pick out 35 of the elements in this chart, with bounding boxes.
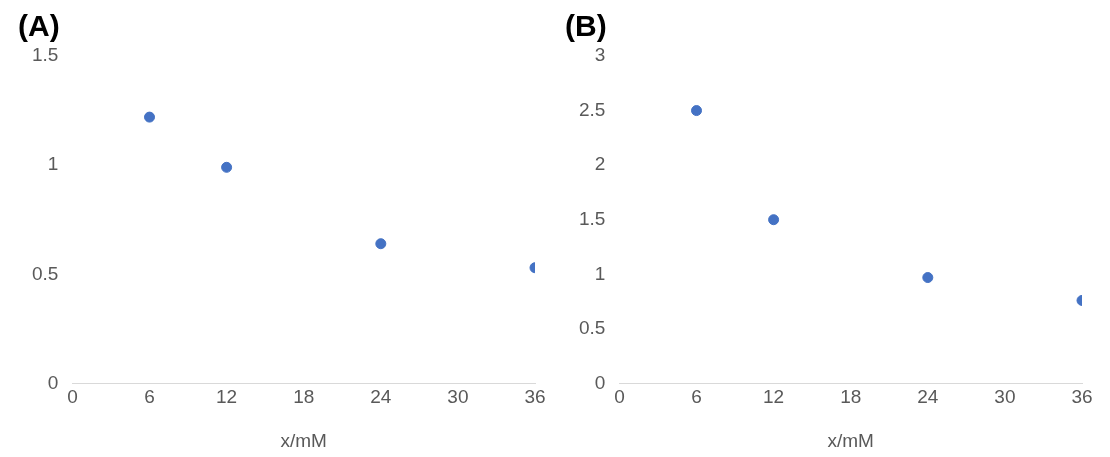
- x-tick-label: 6: [144, 386, 155, 408]
- x-tick-label: 0: [67, 386, 78, 408]
- x-axis-title: x/mM: [280, 429, 327, 451]
- point: [375, 238, 387, 250]
- y-tick-label: 3: [594, 44, 606, 66]
- x-tick-label: 30: [994, 386, 1016, 408]
- x-tick-label: 18: [840, 386, 862, 408]
- x-tick-label: 30: [447, 386, 469, 408]
- point: [221, 161, 233, 173]
- y-tick-label: 1.5: [31, 44, 59, 66]
- point: [768, 214, 780, 226]
- y-tick-label: 1: [47, 153, 59, 175]
- y-tick-label: 1.5: [578, 207, 606, 229]
- x-tick-label: 24: [370, 386, 392, 408]
- chart-title: (A): [18, 9, 60, 43]
- x-tick-label: 36: [1071, 386, 1093, 408]
- point: [922, 272, 934, 284]
- y-tick-label: 0: [47, 371, 59, 393]
- x-tick-label: 0: [614, 386, 625, 408]
- y-tick-label: 1: [594, 262, 606, 284]
- chart-title: (B): [565, 9, 607, 43]
- point: [691, 105, 703, 117]
- x-tick-label: 18: [293, 386, 315, 408]
- x-tick-label: 6: [691, 386, 702, 408]
- y-tick-label: 0.5: [31, 262, 59, 284]
- x-tick-label: 36: [524, 386, 546, 408]
- y-tick-label: 2.5: [578, 98, 606, 120]
- x-tick-label: 24: [917, 386, 939, 408]
- y-tick-label: 2: [594, 153, 606, 175]
- x-axis-title: x/mM: [827, 429, 874, 451]
- x-tick-label: 12: [763, 386, 785, 408]
- point: [144, 111, 156, 123]
- y-tick-label: 0: [594, 371, 606, 393]
- y-tick-label: 0.5: [578, 317, 606, 339]
- x-tick-label: 12: [216, 386, 238, 408]
